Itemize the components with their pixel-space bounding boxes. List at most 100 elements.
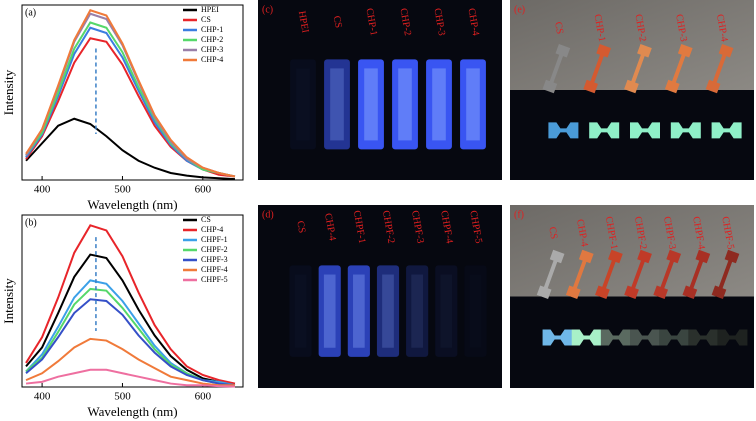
sample-label: CHP-4	[574, 218, 590, 247]
plot-frame	[21, 4, 244, 181]
cuvette-highlight	[432, 68, 446, 141]
cuvette-highlight	[398, 68, 412, 141]
cuvette-highlight	[323, 274, 336, 348]
legend-label: CHP-4	[201, 55, 223, 64]
panel-label: (b)	[25, 217, 37, 228]
spectrum-line	[25, 21, 236, 178]
cuvette	[318, 265, 341, 357]
specimen	[595, 249, 623, 300]
cuvette-highlight	[411, 274, 423, 348]
x-axis-label: Wavelength (nm)	[87, 197, 177, 212]
cuvette	[376, 265, 400, 357]
cuvette	[347, 265, 370, 357]
specimen-glow	[589, 122, 620, 139]
x-tick-label: 600	[195, 184, 212, 196]
x-tick-label: 500	[114, 184, 131, 196]
sample-label: CHP-2	[632, 13, 648, 42]
specimen-glow	[670, 122, 701, 139]
cuvette-highlight	[295, 275, 307, 348]
cuvette	[324, 59, 350, 150]
sample-label: CHP-1	[592, 13, 608, 42]
cuvette	[289, 265, 312, 357]
legend-label: CHP-4	[201, 225, 223, 234]
photo-background	[258, 205, 502, 388]
specimen	[583, 44, 611, 94]
cuvette	[290, 59, 316, 150]
sample-label: CHP-2	[397, 7, 413, 36]
panel-label: (d)	[262, 209, 274, 220]
legend-label: CHP-1	[201, 25, 223, 34]
specimen	[624, 249, 652, 300]
cuvette-highlight	[330, 68, 344, 141]
sample-label: CS	[294, 220, 307, 234]
x-tick-label: 400	[34, 184, 51, 196]
cuvette	[392, 59, 418, 150]
specimen-glow	[542, 329, 573, 346]
specimen	[624, 44, 652, 94]
photo-concrete	[510, 205, 754, 297]
cuvette-highlight	[364, 68, 378, 141]
cuvette	[358, 59, 384, 150]
specimen-glow	[717, 329, 748, 346]
spectrum-line	[25, 298, 236, 387]
photo-concrete	[510, 0, 754, 90]
legend-label: CHPF-2	[201, 245, 228, 254]
specimen-glow	[600, 329, 631, 346]
y-axis-label: Intensity	[1, 278, 16, 324]
cuvette-highlight	[466, 68, 480, 141]
sample-label: CS	[552, 21, 565, 35]
legend-label: CS	[201, 215, 211, 224]
cuvette-highlight	[470, 275, 482, 348]
legend-label: CHP-3	[201, 45, 223, 54]
sample-label: CS	[331, 15, 344, 29]
specimen	[682, 249, 711, 300]
spectrum-line	[25, 224, 236, 385]
y-axis-label: Intensity	[1, 69, 16, 115]
specimen	[664, 44, 693, 94]
sample-label: CHP-1	[363, 7, 379, 36]
spectrum-line	[25, 117, 236, 181]
sample-label: HPEI	[296, 10, 311, 34]
spectrum-line	[25, 368, 235, 388]
cuvette-highlight	[296, 68, 310, 140]
specimen-glow	[630, 329, 660, 346]
specimen-glow	[659, 329, 690, 346]
cuvette-highlight	[353, 274, 365, 348]
specimen-glow	[548, 122, 579, 139]
specimen	[542, 44, 571, 94]
legend-label: CHPF-5	[201, 275, 228, 284]
sample-label: CS	[546, 226, 559, 240]
specimen-glow	[711, 122, 742, 139]
specimen-glow	[688, 329, 719, 346]
cuvette	[460, 59, 486, 150]
specimen	[705, 44, 734, 94]
legend-label: CHPF-3	[201, 255, 228, 264]
cuvette	[435, 265, 458, 357]
legend-label: CHP-2	[201, 35, 223, 44]
legend-label: HPEI	[201, 5, 219, 14]
spectrum-line	[25, 9, 236, 178]
panel-label: (f)	[514, 209, 524, 220]
specimen	[565, 249, 594, 300]
plot-frame	[21, 214, 244, 388]
panel-label: (a)	[25, 7, 36, 18]
legend-label: CS	[201, 15, 211, 24]
specimen	[536, 249, 565, 300]
legend-label: CHPF-1	[201, 235, 228, 244]
sample-label: CHP-3	[431, 7, 447, 36]
spectrum-line	[25, 253, 236, 385]
x-axis-label: Wavelength (nm)	[87, 404, 177, 419]
panel-label: (e)	[514, 4, 525, 15]
cuvette-highlight	[440, 274, 453, 348]
specimen-glow	[571, 329, 602, 346]
cuvette	[406, 265, 429, 357]
cuvette	[426, 59, 452, 150]
spectrum-line	[25, 337, 235, 387]
sample-label: CHP-3	[673, 13, 689, 42]
x-tick-label: 500	[114, 391, 131, 403]
legend-label: CHPF-4	[201, 265, 228, 274]
specimen	[711, 249, 740, 300]
x-tick-label: 600	[195, 391, 212, 403]
